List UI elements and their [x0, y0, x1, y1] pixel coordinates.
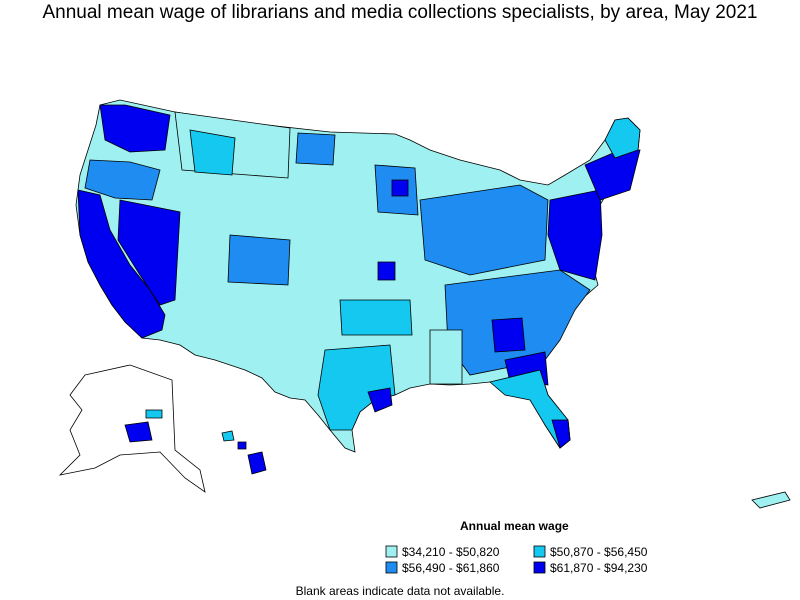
region-colorado — [227, 234, 291, 286]
legend-swatch-3 — [385, 561, 398, 574]
region-hawaii-big-island — [247, 451, 267, 475]
map-title: Annual mean wage of librarians and media… — [42, 2, 758, 23]
region-oregon — [84, 159, 161, 201]
legend-item-2: $50,870 - $56,450 — [550, 545, 647, 559]
region-nevada — [117, 199, 181, 306]
legend-label-1: $34,210 - $50,820 — [402, 545, 500, 559]
region-washington — [99, 104, 171, 153]
region-atlanta — [491, 317, 526, 353]
region-north-dakota — [295, 132, 336, 166]
region-fairbanks — [145, 409, 163, 419]
legend-label-3: $56,490 - $61,860 — [402, 561, 500, 575]
region-idaho-west — [189, 129, 236, 176]
region-midwest — [419, 184, 549, 276]
region-houston — [367, 387, 393, 413]
region-minneapolis — [391, 179, 409, 197]
region-anchorage — [124, 421, 153, 443]
legend-swatch-1 — [385, 545, 398, 558]
data-availability-note: Blank areas indicate data not available. — [295, 584, 505, 598]
region-texas-east — [317, 344, 396, 431]
region-mississippi — [429, 329, 463, 385]
region-maine — [604, 117, 641, 159]
legend-item-3: $56,490 - $61,860 — [402, 561, 499, 575]
region-kansas-city — [377, 261, 396, 281]
legend-swatch-2 — [533, 545, 546, 558]
legend-item-1: $34,210 - $50,820 — [402, 545, 499, 559]
region-hawaii-oahu — [221, 430, 235, 442]
region-oklahoma — [339, 299, 413, 336]
region-south-florida — [551, 419, 571, 449]
legend-title: Annual mean wage — [460, 519, 569, 533]
region-california — [77, 189, 166, 339]
legend-label-2: $50,870 - $56,450 — [550, 545, 648, 559]
legend-swatch-4 — [533, 561, 546, 574]
region-hawaii-maui — [237, 441, 247, 450]
legend-label-4: $61,870 - $94,230 — [550, 561, 648, 575]
region-puerto-rico — [751, 491, 791, 509]
legend-item-4: $61,870 - $94,230 — [550, 561, 647, 575]
